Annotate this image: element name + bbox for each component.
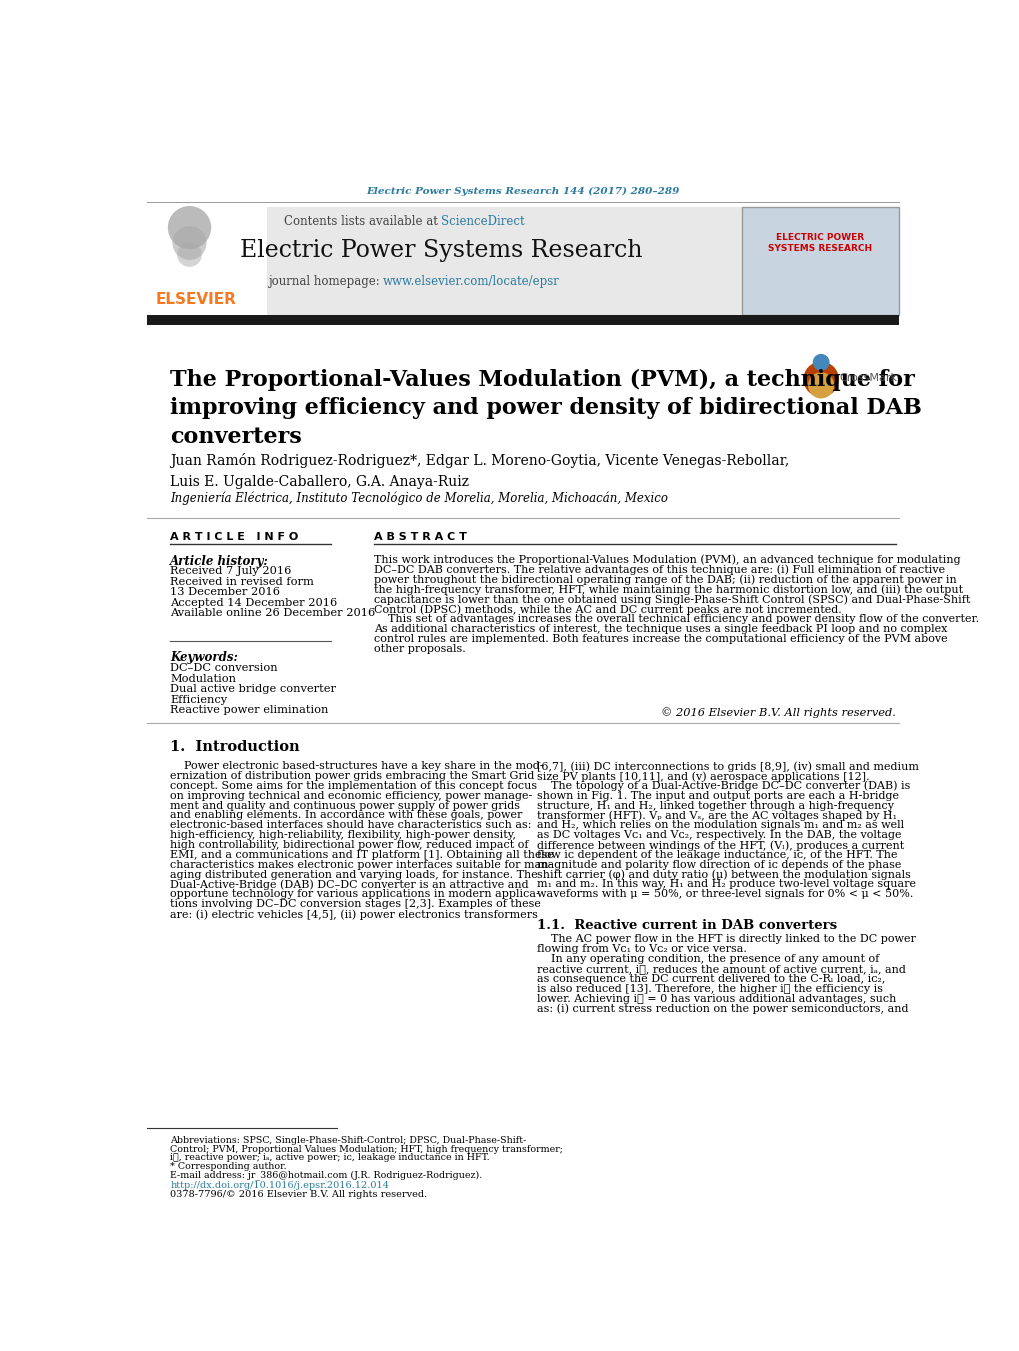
Text: shown in Fig. 1. The input and output ports are each a H-bridge: shown in Fig. 1. The input and output po… — [536, 790, 898, 801]
Text: A R T I C L E   I N F O: A R T I C L E I N F O — [170, 532, 299, 542]
Text: The Proportional-Values Modulation (PVM), a technique for
improving efficiency a: The Proportional-Values Modulation (PVM)… — [170, 369, 921, 449]
Bar — [147, 207, 267, 315]
Text: flowing from Vᴄ₁ to Vᴄ₂ or vice versa.: flowing from Vᴄ₁ to Vᴄ₂ or vice versa. — [536, 944, 746, 954]
Text: are: (i) electric vehicles [4,5], (ii) power electronics transformers: are: (i) electric vehicles [4,5], (ii) p… — [170, 909, 537, 920]
Text: aging distributed generation and varying loads, for instance. The: aging distributed generation and varying… — [170, 870, 537, 880]
Text: size PV plants [10,11], and (v) aerospace applications [12].: size PV plants [10,11], and (v) aerospac… — [536, 771, 868, 782]
Text: Keywords:: Keywords: — [170, 651, 237, 665]
Text: 1.1.  Reactive current in DAB converters: 1.1. Reactive current in DAB converters — [536, 919, 836, 932]
Text: Available online 26 December 2016: Available online 26 December 2016 — [170, 608, 375, 617]
Text: other proposals.: other proposals. — [374, 643, 466, 654]
Text: capacitance is lower than the one obtained using Single-Phase-Shift Control (SPS: capacitance is lower than the one obtain… — [374, 594, 969, 605]
Text: magnitude and polarity flow direction of iᴄ depends of the phase: magnitude and polarity flow direction of… — [536, 859, 900, 870]
Text: As additional characteristics of interest, the technique uses a single feedback : As additional characteristics of interes… — [374, 624, 947, 634]
Text: Contents lists available at: Contents lists available at — [283, 215, 441, 228]
Text: Control; PVM, Proportional Values Modulation; HFT, high frequency transformer;: Control; PVM, Proportional Values Modula… — [170, 1144, 562, 1154]
Text: as: (i) current stress reduction on the power semiconductors, and: as: (i) current stress reduction on the … — [536, 1004, 907, 1015]
Text: waveforms with μ = 50%, or three-level signals for 0% < μ < 50%.: waveforms with μ = 50%, or three-level s… — [536, 889, 912, 900]
Text: high controllability, bidirectional power flow, reduced impact of: high controllability, bidirectional powe… — [170, 840, 528, 850]
Text: Received in revised form: Received in revised form — [170, 577, 314, 586]
Text: This work introduces the Proportional-Values Modulation (PVM), an advanced techn: This work introduces the Proportional-Va… — [374, 555, 960, 565]
Bar — [742, 207, 898, 315]
Bar — [147, 315, 898, 326]
Text: iᨀ, reactive power; iₐ, active power; iᴄ, leakage inductance in HFT.: iᨀ, reactive power; iₐ, active power; iᴄ… — [170, 1154, 489, 1162]
Text: Abbreviations: SPSC, Single-Phase-Shift-Control; DPSC, Dual-Phase-Shift-: Abbreviations: SPSC, Single-Phase-Shift-… — [170, 1136, 526, 1146]
Text: Juan Ramón Rodriguez-Rodriguez*, Edgar L. Moreno-Goytia, Vicente Venegas-Rebolla: Juan Ramón Rodriguez-Rodriguez*, Edgar L… — [170, 453, 789, 489]
Text: www.elsevier.com/locate/epsr: www.elsevier.com/locate/epsr — [383, 276, 559, 288]
Text: DC–DC conversion: DC–DC conversion — [170, 663, 277, 673]
Bar — [147, 207, 742, 315]
Text: CrossMark: CrossMark — [839, 373, 896, 382]
Text: flow iᴄ dependent of the leakage inductance, iᴄ, of the HFT. The: flow iᴄ dependent of the leakage inducta… — [536, 850, 897, 859]
Text: 13 December 2016: 13 December 2016 — [170, 588, 280, 597]
Text: The AC power flow in the HFT is directly linked to the DC power: The AC power flow in the HFT is directly… — [536, 935, 915, 944]
Text: shift carrier (φ) and duty ratio (μ) between the modulation signals: shift carrier (φ) and duty ratio (μ) bet… — [536, 870, 910, 880]
Text: The topology of a Dual-Active-Bridge DC–DC converter (DAB) is: The topology of a Dual-Active-Bridge DC–… — [536, 781, 909, 792]
Text: Power electronic based-structures have a key share in the mod-: Power electronic based-structures have a… — [170, 761, 543, 771]
Text: EMI, and a communications and IT platform [1]. Obtaining all these: EMI, and a communications and IT platfor… — [170, 850, 553, 859]
Text: electronic-based interfaces should have characteristics such as:: electronic-based interfaces should have … — [170, 820, 531, 831]
Text: Received 7 July 2016: Received 7 July 2016 — [170, 566, 291, 577]
Text: A B S T R A C T: A B S T R A C T — [374, 532, 467, 542]
Text: Control (DPSC) methods, while the AC and DC current peaks are not incremented.: Control (DPSC) methods, while the AC and… — [374, 604, 841, 615]
Circle shape — [172, 226, 206, 259]
Text: 1.  Introduction: 1. Introduction — [170, 739, 300, 754]
Text: tions involving DC–DC conversion stages [2,3]. Examples of these: tions involving DC–DC conversion stages … — [170, 900, 540, 909]
Text: Modulation: Modulation — [170, 674, 235, 684]
Text: Electric Power Systems Research 144 (2017) 280–289: Electric Power Systems Research 144 (201… — [366, 186, 679, 196]
Text: Reactive power elimination: Reactive power elimination — [170, 705, 328, 715]
Text: Accepted 14 December 2016: Accepted 14 December 2016 — [170, 597, 337, 608]
Text: characteristics makes electronic power interfaces suitable for man-: characteristics makes electronic power i… — [170, 859, 552, 870]
Text: 0378-7796/© 2016 Elsevier B.V. All rights reserved.: 0378-7796/© 2016 Elsevier B.V. All right… — [170, 1190, 427, 1200]
Text: Efficiency: Efficiency — [170, 694, 227, 705]
Text: on improving technical and economic efficiency, power manage-: on improving technical and economic effi… — [170, 790, 532, 801]
Text: ment and quality and continuous power supply of power grids: ment and quality and continuous power su… — [170, 801, 520, 811]
Text: opportune technology for various applications in modern applica-: opportune technology for various applica… — [170, 889, 539, 900]
Text: DC–DC DAB converters. The relative advantages of this technique are: (i) Full el: DC–DC DAB converters. The relative advan… — [374, 565, 945, 576]
Text: and H₂, which relies on the modulation signals m₁ and m₂ as well: and H₂, which relies on the modulation s… — [536, 820, 903, 831]
Text: E-mail address: jr_386@hotmail.com (J.R. Rodriguez-Rodriguez).: E-mail address: jr_386@hotmail.com (J.R.… — [170, 1170, 482, 1179]
Text: ELECTRIC POWER
SYSTEMS RESEARCH: ELECTRIC POWER SYSTEMS RESEARCH — [767, 232, 871, 254]
Text: Ingeniería Eléctrica, Instituto Tecnológico de Morelia, Morelia, Michoacán, Mexi: Ingeniería Eléctrica, Instituto Tecnológ… — [170, 492, 667, 505]
Text: ScienceDirect: ScienceDirect — [441, 215, 525, 228]
Text: ELSEVIER: ELSEVIER — [155, 292, 236, 307]
Text: * Corresponding author.: * Corresponding author. — [170, 1162, 286, 1170]
Circle shape — [168, 205, 211, 249]
Text: as DC voltages Vᴄ₁ and Vᴄ₂, respectively. In the DAB, the voltage: as DC voltages Vᴄ₁ and Vᴄ₂, respectively… — [536, 830, 901, 840]
Text: difference between windings of the HFT, (Vₗ), produces a current: difference between windings of the HFT, … — [536, 840, 903, 851]
Circle shape — [803, 362, 838, 396]
Text: lower. Achieving iᨀ = 0 has various additional advantages, such: lower. Achieving iᨀ = 0 has various addi… — [536, 993, 896, 1004]
Text: ernization of distribution power grids embracing the Smart Grid: ernization of distribution power grids e… — [170, 771, 534, 781]
Text: the high-frequency transformer, HFT, while maintaining the harmonic distortion l: the high-frequency transformer, HFT, whi… — [374, 585, 962, 594]
Text: control rules are implemented. Both features increase the computational efficien: control rules are implemented. Both feat… — [374, 634, 947, 643]
Text: high-efficiency, high-reliability, flexibility, high-power density,: high-efficiency, high-reliability, flexi… — [170, 830, 516, 840]
Circle shape — [812, 354, 828, 370]
Text: Article history:: Article history: — [170, 555, 269, 567]
Text: In any operating condition, the presence of any amount of: In any operating condition, the presence… — [536, 954, 878, 965]
Text: is also reduced [13]. Therefore, the higher iᨀ the efficiency is: is also reduced [13]. Therefore, the hig… — [536, 984, 881, 994]
Text: Dual-Active-Bridge (DAB) DC–DC converter is an attractive and: Dual-Active-Bridge (DAB) DC–DC converter… — [170, 880, 528, 890]
Text: [6,7], (iii) DC interconnections to grids [8,9], (iv) small and medium: [6,7], (iii) DC interconnections to grid… — [536, 761, 918, 771]
Text: concept. Some aims for the implementation of this concept focus: concept. Some aims for the implementatio… — [170, 781, 537, 790]
Text: structure, H₁ and H₂, linked together through a high-frequency: structure, H₁ and H₂, linked together th… — [536, 801, 893, 811]
Text: journal homepage:: journal homepage: — [267, 276, 383, 288]
Text: power throughout the bidirectional operating range of the DAB; (ii) reduction of: power throughout the bidirectional opera… — [374, 574, 956, 585]
Text: m₁ and m₂. In this way, H₁ and H₂ produce two-level voltage square: m₁ and m₂. In this way, H₁ and H₂ produc… — [536, 880, 915, 889]
Text: This set of advantages increases the overall technical efficiency and power dens: This set of advantages increases the ove… — [374, 613, 978, 624]
Text: transformer (HFT). Vₚ and Vₛ, are the AC voltages shaped by H₁: transformer (HFT). Vₚ and Vₛ, are the AC… — [536, 811, 896, 821]
Text: and enabling elements. In accordance with these goals, power: and enabling elements. In accordance wit… — [170, 811, 522, 820]
Text: reactive current, iᨀ, reduces the amount of active current, iₐ, and: reactive current, iᨀ, reduces the amount… — [536, 965, 905, 974]
Text: as consequence the DC current delivered to the C-Rₗ load, iᴄ₂,: as consequence the DC current delivered … — [536, 974, 884, 984]
Text: Electric Power Systems Research: Electric Power Systems Research — [239, 239, 642, 262]
Circle shape — [808, 373, 833, 397]
Text: © 2016 Elsevier B.V. All rights reserved.: © 2016 Elsevier B.V. All rights reserved… — [660, 708, 896, 719]
Text: http://dx.doi.org/10.1016/j.epsr.2016.12.014: http://dx.doi.org/10.1016/j.epsr.2016.12… — [170, 1181, 388, 1190]
Circle shape — [177, 242, 202, 267]
Text: Dual active bridge converter: Dual active bridge converter — [170, 684, 336, 694]
